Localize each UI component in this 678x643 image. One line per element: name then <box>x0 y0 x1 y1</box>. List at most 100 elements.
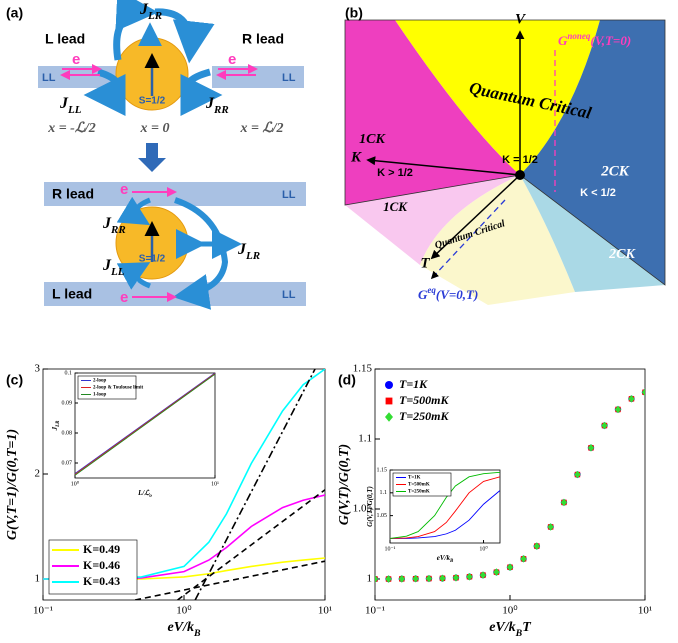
electron: e <box>72 51 80 68</box>
point <box>614 405 622 414</box>
arrow <box>172 197 229 310</box>
ll-label: LL <box>282 289 296 301</box>
spin-label: S=1/2 <box>139 96 166 107</box>
y-tick-label: 3 <box>35 363 41 375</box>
y-axis-label: G(V,T)/G(0,T) <box>337 444 352 525</box>
lead-label: L lead <box>45 31 85 47</box>
point <box>452 573 460 582</box>
x-tick-label: 10⁰ <box>502 605 518 617</box>
x-tick-label: 10⁻¹ <box>385 546 396 552</box>
x-tick-label: 10⁰ <box>176 605 192 617</box>
plane-edge <box>344 19 666 286</box>
legend-label: T=1K <box>408 476 421 481</box>
x-tick-label: 10⁰ <box>71 480 80 487</box>
g-sup: eq <box>427 285 436 295</box>
series-line <box>194 369 316 600</box>
electron: e <box>228 51 236 68</box>
k-axis <box>366 156 521 176</box>
j: J <box>139 1 149 18</box>
x-tick-label: 10⁰ <box>479 545 488 552</box>
j: J <box>102 257 112 274</box>
x-axis-label: L/ℒo <box>137 489 152 499</box>
point <box>560 498 568 507</box>
point <box>628 394 635 403</box>
series-line <box>390 476 500 539</box>
legend-label: T=250mK <box>399 409 450 423</box>
y-tick-label: 1.05 <box>377 513 388 519</box>
point <box>425 574 433 583</box>
x-tick-label: 10⁻¹ <box>33 605 53 617</box>
panel-b: (b) V K T Gnoneq(V,T=0) Geq(V=0,T) Quant… <box>344 5 666 305</box>
g-sup: noneq <box>567 31 591 41</box>
g-args: (V,T=0) <box>590 33 631 48</box>
x-tick-label: 10⁻¹ <box>365 605 385 617</box>
region-label: 2CK <box>608 247 636 262</box>
g-noneq: Gnoneq(V,T=0) <box>558 31 631 48</box>
region-label: K = 1/2 <box>502 154 538 166</box>
point <box>479 571 487 579</box>
x-axis-label: eV/kB <box>168 620 201 639</box>
ll-label: LL <box>42 72 56 84</box>
panel-a: (a) L lead R lead JLR JLL JRR e e LL LL … <box>6 0 306 310</box>
x-axis-label-part: eV/k <box>437 554 451 562</box>
legend-label: T=1K <box>399 377 428 391</box>
point <box>385 575 392 583</box>
floor-region <box>520 175 665 292</box>
ll-label: LL <box>282 189 296 201</box>
plane-region <box>520 20 665 285</box>
legend-label: 1-loop <box>93 393 107 398</box>
y-tick-label: 1.15 <box>377 467 388 473</box>
y-axis-label-part: LR <box>56 420 61 428</box>
legend-label: K=0.49 <box>83 542 120 556</box>
legend-label: T=250mK <box>408 490 430 495</box>
point <box>375 575 379 583</box>
plot-layer <box>75 373 215 476</box>
point <box>506 563 514 572</box>
arrow <box>83 68 126 116</box>
right-lead <box>212 66 304 88</box>
y-tick-label: 0.09 <box>62 400 73 406</box>
chart: 10⁰ 10¹ 0.07 0.08 0.09 0.1 2-loop 2-loop & Toul… <box>51 370 219 498</box>
x-tick-label: 10¹ <box>318 605 332 617</box>
x-axis-label-part: B <box>515 628 523 639</box>
plane-region <box>345 20 520 205</box>
coupling-label: JLL <box>102 257 125 278</box>
axis-label: T <box>420 255 430 271</box>
panel-label: (a) <box>6 5 23 21</box>
plot-layer <box>390 471 500 539</box>
g: G <box>558 33 568 48</box>
x-axis-label-part: T <box>522 620 532 635</box>
electron: e <box>120 289 128 306</box>
panel-label: (b) <box>345 5 363 21</box>
floor-region <box>420 175 575 305</box>
legend-box <box>77 375 137 400</box>
panel-label: (d) <box>338 372 356 388</box>
arrow <box>116 196 151 226</box>
legend-label: T=500mK <box>408 483 430 488</box>
point <box>412 574 419 583</box>
y-tick-label: 2 <box>35 468 41 480</box>
position-label: x = 0 <box>140 121 170 136</box>
x-tick-label: 10¹ <box>211 481 219 487</box>
axis-label: K <box>350 149 362 165</box>
legend-label: T=500mK <box>399 393 450 407</box>
x-axis-label-part: L/ℒ <box>137 489 150 497</box>
j-sub: LL <box>67 104 82 116</box>
legend-label: K=0.43 <box>83 574 120 588</box>
point <box>466 572 473 581</box>
point <box>574 470 581 479</box>
coupling-label: JRR <box>205 95 229 116</box>
region-label: 2CK <box>600 163 630 179</box>
g-args: (V=0,T) <box>436 287 478 302</box>
series-line <box>75 373 215 476</box>
x-axis-label-part: eV/k <box>168 620 194 635</box>
y-tick-label: 1.1 <box>358 433 372 445</box>
x-axis-label-part: eV/k <box>489 620 515 635</box>
coupling-label: JLL <box>59 95 82 116</box>
lead-label: R lead <box>242 31 284 47</box>
y-axis-label: G(V,T)/G(0,T) <box>366 486 374 527</box>
y-tick-label: 0.07 <box>62 460 73 466</box>
panel-label: (c) <box>6 372 23 388</box>
point <box>601 421 608 430</box>
